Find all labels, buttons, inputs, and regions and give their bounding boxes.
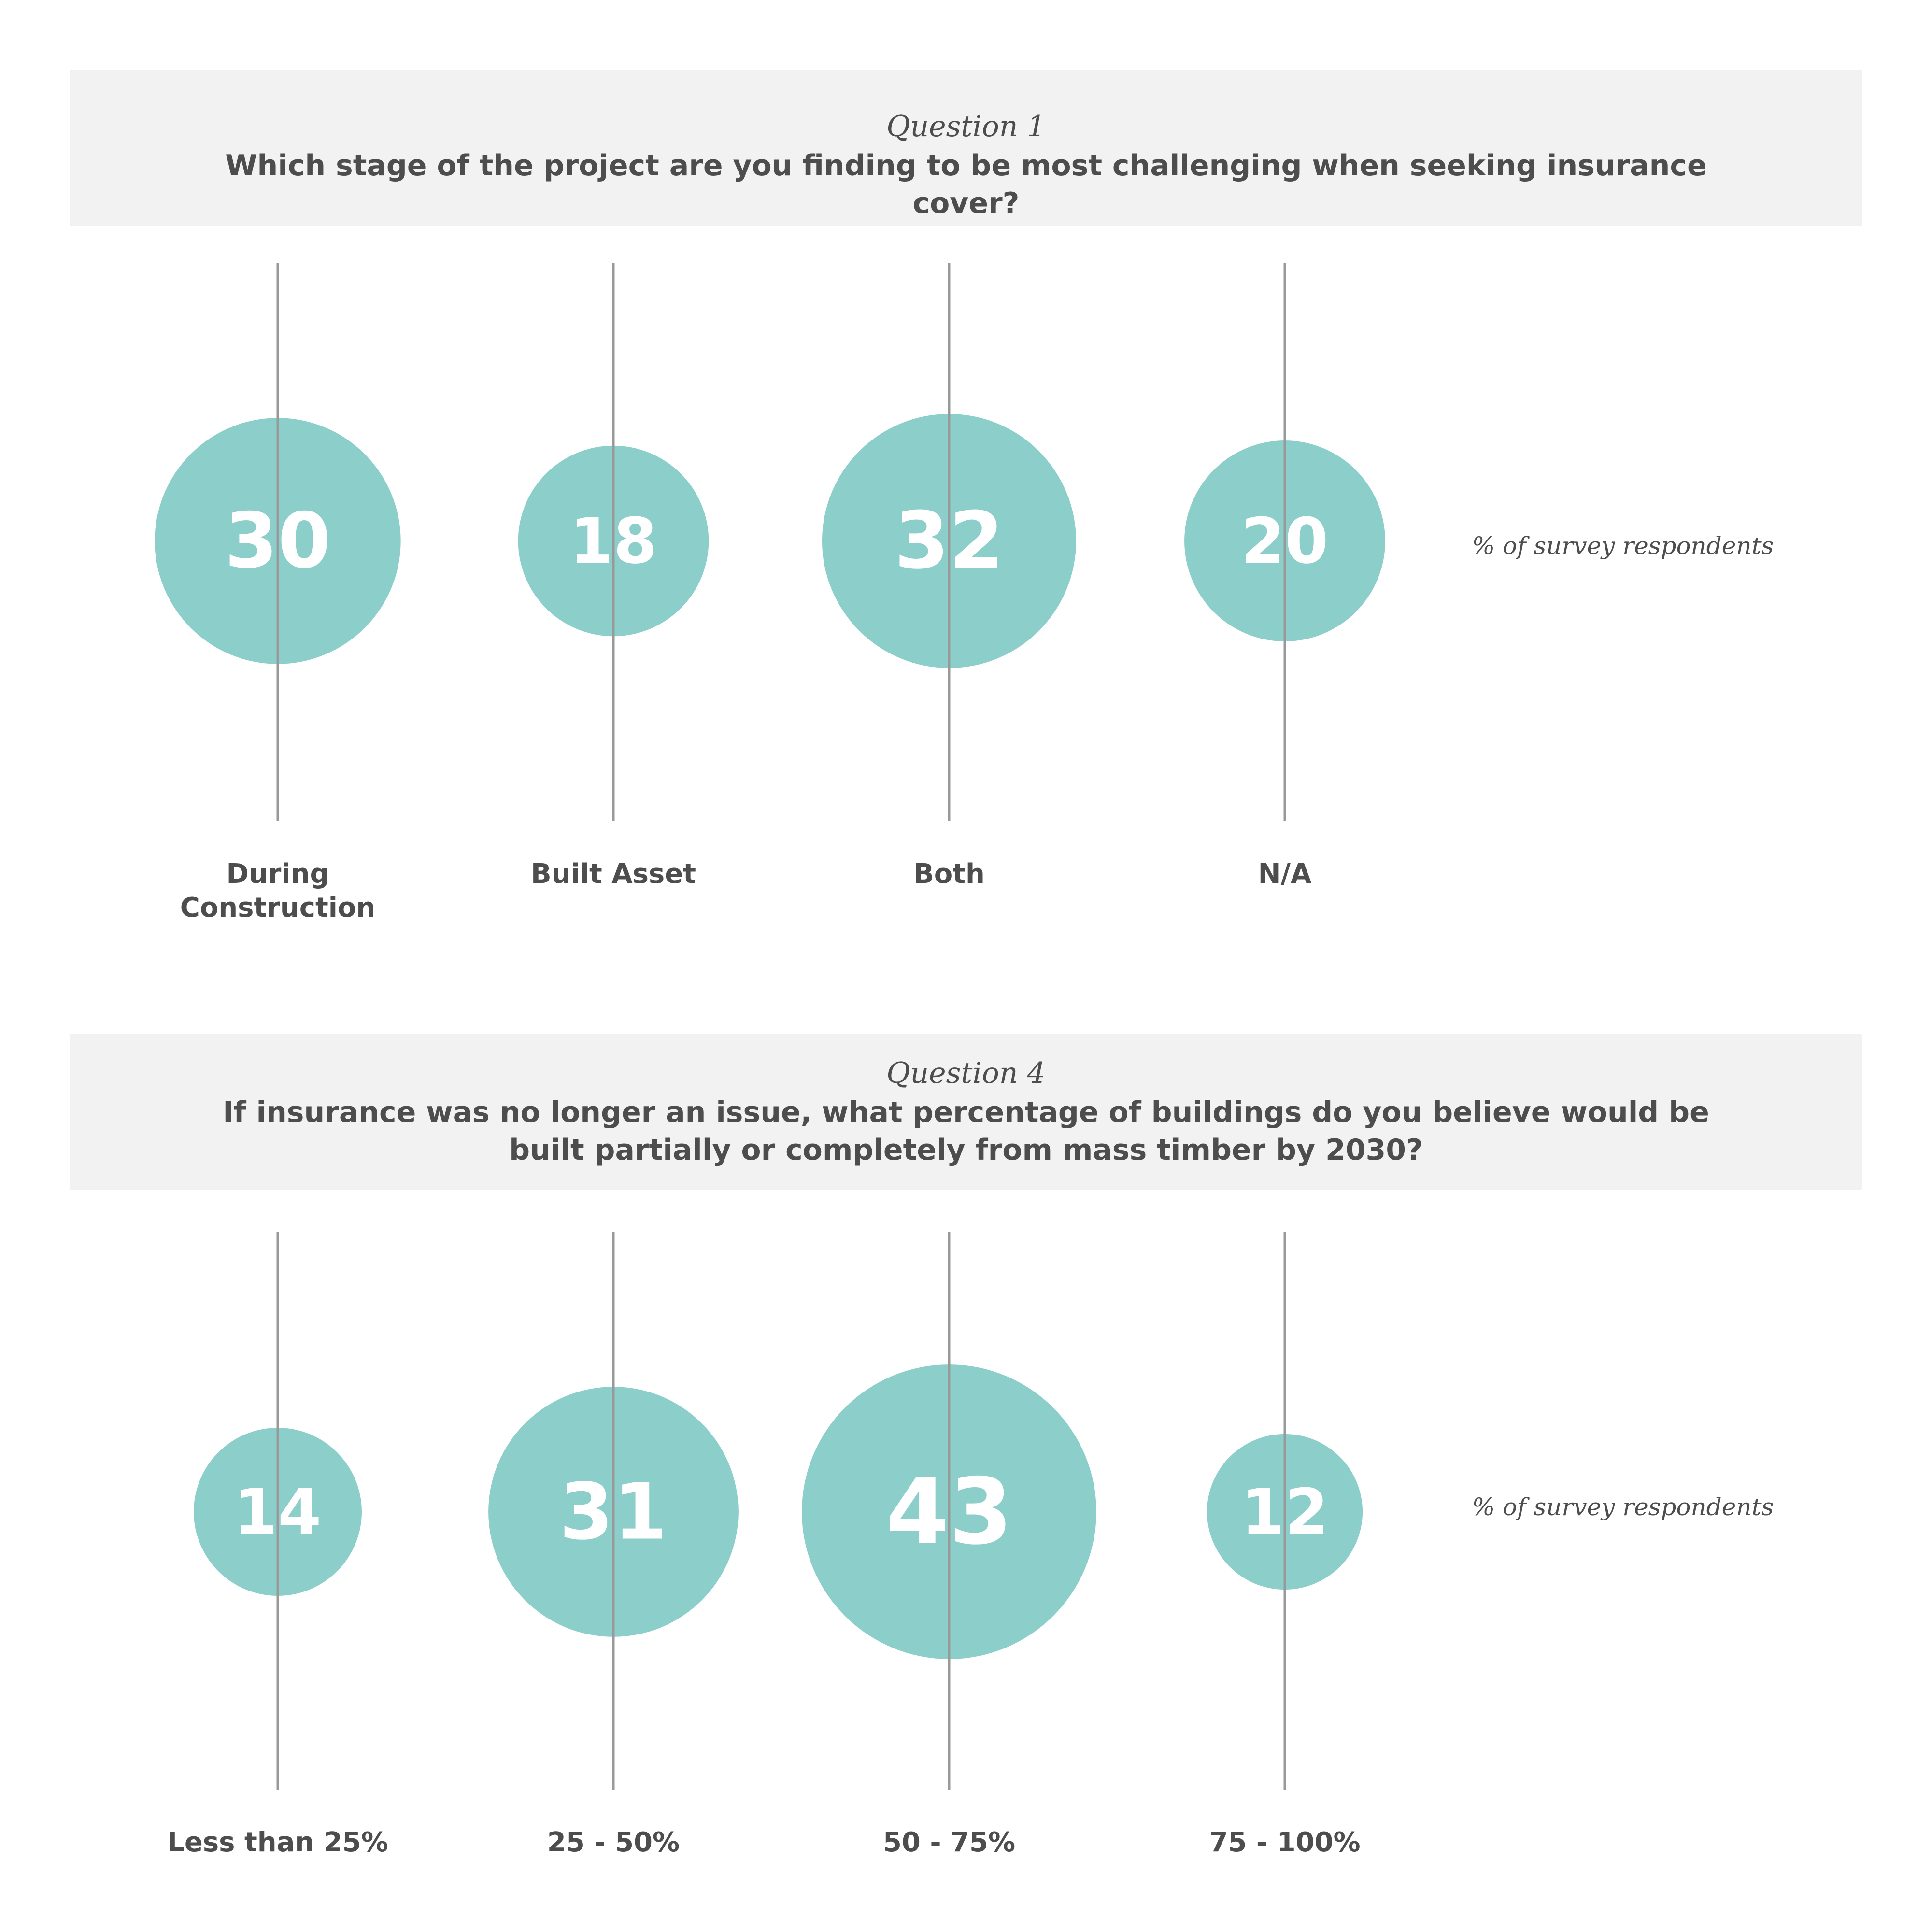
question-1-bubble-plot: 30 18 32 20: [155, 263, 1385, 821]
category-label: 50 - 75%: [882, 1827, 1016, 1858]
bubble-value-label: 31: [559, 1467, 668, 1557]
bubble-value-label: 14: [234, 1475, 322, 1548]
question-1-text: Which stage of the project are you findi…: [225, 149, 1707, 220]
bubble-value-label: 43: [885, 1459, 1012, 1565]
question-4-header: Question 4 If insurance was no longer an…: [70, 1034, 1862, 1190]
question-4-text: If insurance was no longer an issue, wha…: [223, 1095, 1709, 1167]
question-1-chart: 30 18 32 20 % of survey respondents During …: [0, 251, 1932, 966]
bubble-value-label: 12: [1241, 1475, 1329, 1548]
category-label: 75 - 100%: [1209, 1827, 1361, 1858]
bubble-value-label: 18: [570, 504, 657, 578]
question-4-bubble-plot: 14 31 43 12: [194, 1232, 1363, 1790]
bubble-value-label: 32: [895, 496, 1004, 587]
category-label: During Construction: [180, 858, 376, 923]
question-4-unit-label: % of survey respondents: [1472, 1493, 1774, 1521]
category-label: Less than 25%: [167, 1827, 388, 1858]
category-label: 25 - 50%: [547, 1827, 680, 1858]
question-1-unit-label: % of survey respondents: [1472, 532, 1774, 560]
question-4-label: Question 4: [886, 1056, 1046, 1090]
question-1-header: Question 1 Which stage of the project ar…: [70, 70, 1862, 226]
category-label: Both: [913, 858, 985, 890]
question-1-label: Question 1: [886, 110, 1046, 143]
bubble-value-label: 20: [1241, 504, 1329, 578]
question-4-chart: 14 31 43 12 % of survey respondents Less th…: [0, 1217, 1932, 1913]
category-label: N/A: [1258, 858, 1312, 890]
category-label: Built Asset: [531, 858, 696, 890]
bubble-value-label: 30: [225, 497, 331, 585]
